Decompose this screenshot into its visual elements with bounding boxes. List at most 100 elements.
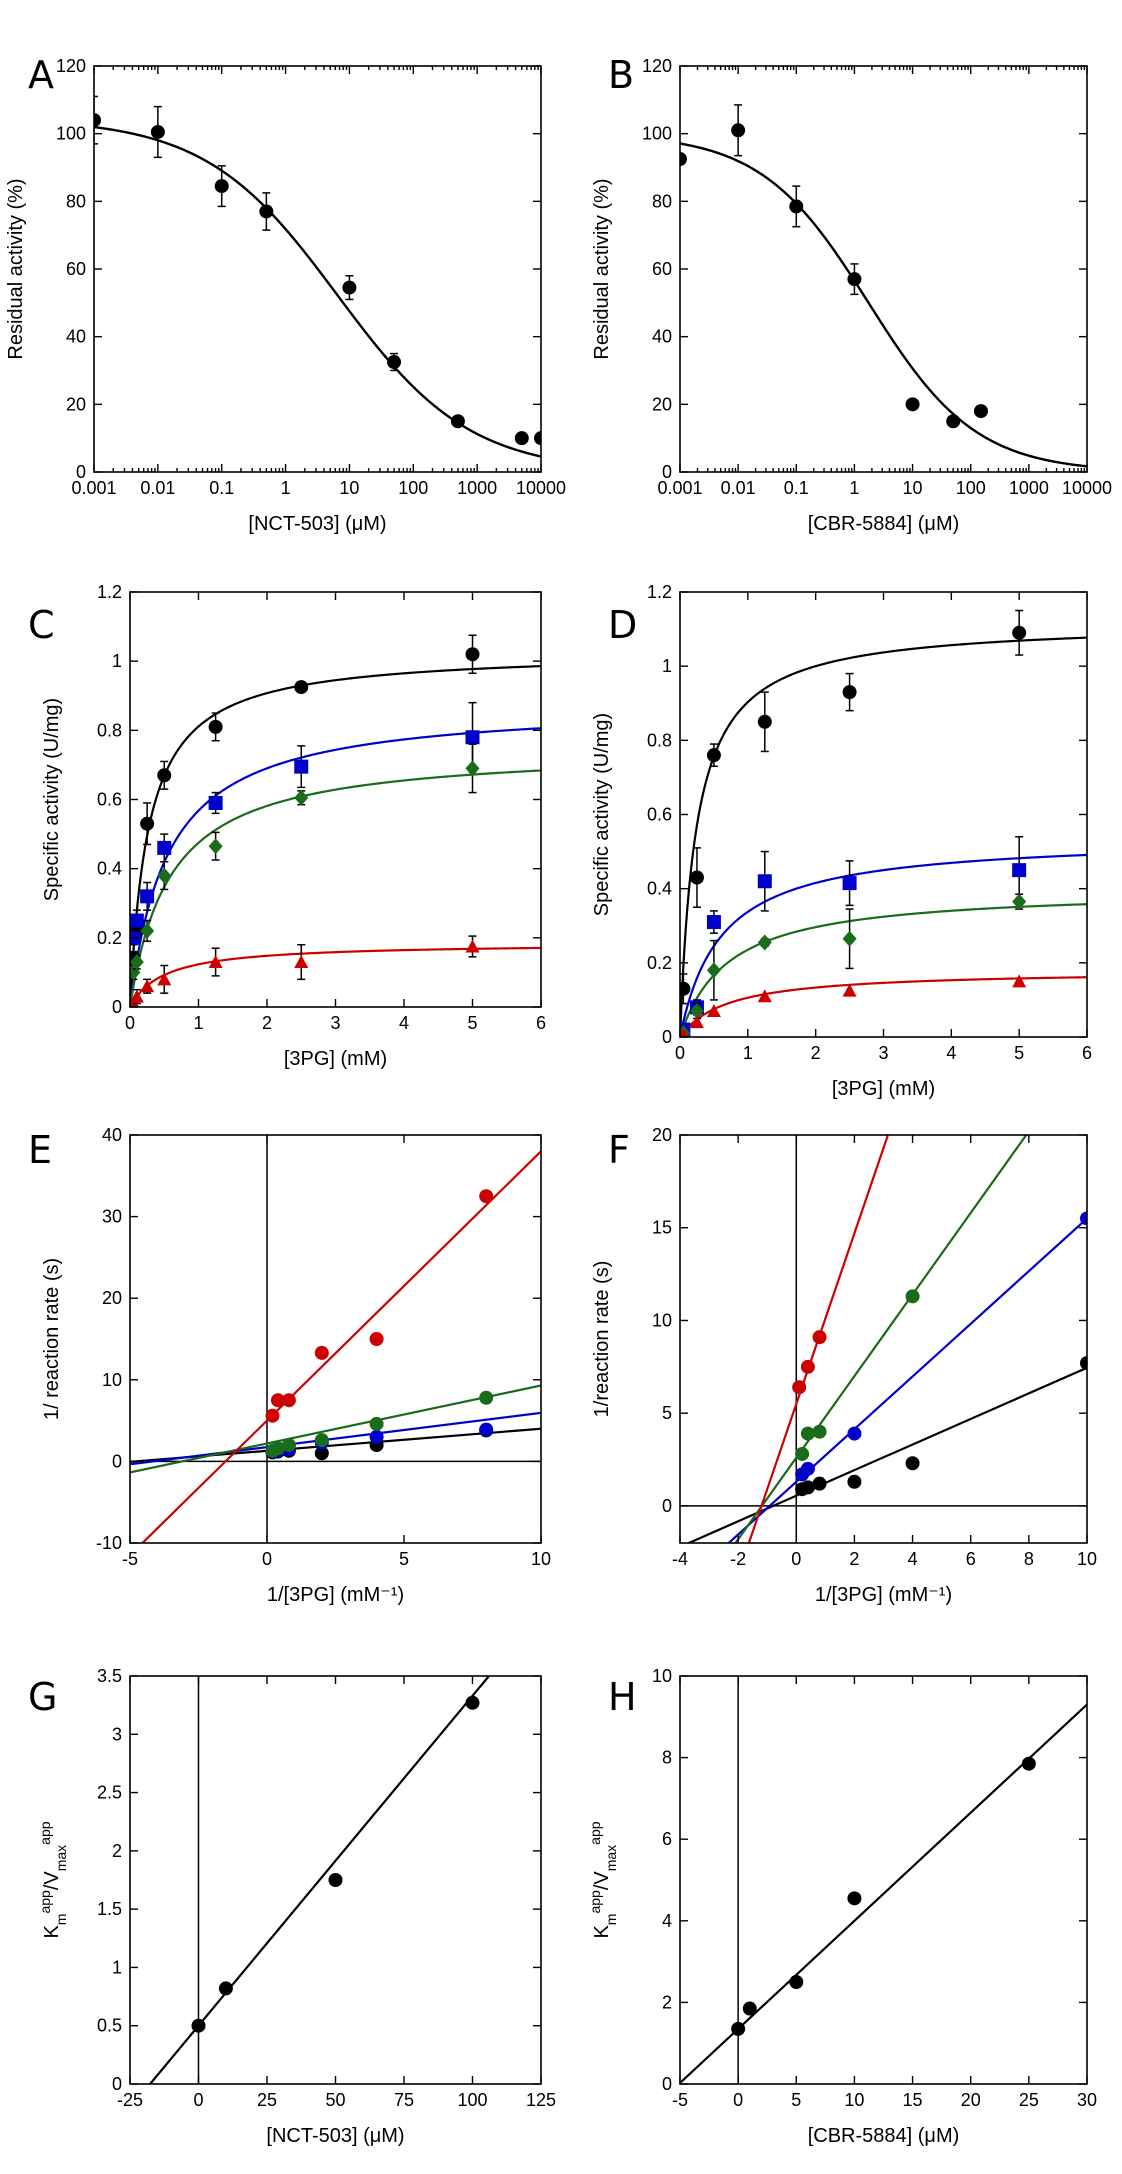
data-point-black xyxy=(689,870,704,885)
x-tick-label: -2 xyxy=(730,1549,746,1569)
x-tick-label: 0 xyxy=(675,1043,685,1063)
x-tick-label: 100 xyxy=(457,2090,487,2110)
x-axis-title: [NCT-503] (μM) xyxy=(248,513,386,535)
data-point-data xyxy=(789,199,804,214)
x-tick-label: 2 xyxy=(811,1043,821,1063)
data-point-black xyxy=(294,680,309,695)
x-tick-label: 50 xyxy=(325,2090,345,2110)
y-axis-title-sep: /V xyxy=(41,1871,63,1891)
y-axis-title-app1: app xyxy=(37,1890,53,1914)
x-tick-label: 10 xyxy=(1077,1549,1097,1569)
panel-b: B 0.001 0.01 0.1 1 10 100 1000 10000 0 20 40 60 80 100… xyxy=(591,53,1112,535)
plot-frame xyxy=(679,1675,1088,2085)
data-point-data xyxy=(847,1891,862,1906)
x-tick-label: 5 xyxy=(791,2090,801,2110)
y-axis-title-max: max xyxy=(53,1845,69,1871)
data-point-red xyxy=(800,1359,815,1374)
y-tick-label: 6 xyxy=(662,1829,672,1849)
panel-letter: D xyxy=(608,603,637,647)
y-tick-label: 0 xyxy=(112,2074,122,2094)
y-tick-label: 60 xyxy=(66,259,86,279)
y-axis-title-app2: app xyxy=(37,1821,53,1845)
data-point-blue xyxy=(800,1461,815,1476)
data-point-blue xyxy=(208,795,223,810)
data-point-black xyxy=(314,1446,329,1461)
data-point-green xyxy=(795,1446,810,1461)
data-point-blue xyxy=(1080,1211,1087,1226)
data-point-data xyxy=(731,123,746,138)
data-point-data xyxy=(150,124,165,139)
x-axis-title: [3PG] (mM) xyxy=(832,1078,935,1100)
x-tick-label: 0 xyxy=(125,1013,135,1033)
panel-g: G-25 0 25 50 75 100 12500.511.522.533.5[NCT-50… xyxy=(28,1666,556,2147)
y-tick-label: 60 xyxy=(652,259,672,279)
data-point-red xyxy=(208,955,223,969)
panel-d: D 0 1 2 3 4 5 6 0 0.2 0.4 0.6 0.8 1 1.2 [3PG] (mM) Speci… xyxy=(591,582,1092,1100)
x-tick-label: 10000 xyxy=(516,478,566,498)
panel-a: A 0.001 0.01 0.1 1 10 100 1000 10000 0 20 40 60 80 100… xyxy=(5,53,566,535)
panel-letter: G xyxy=(28,1675,57,1719)
x-axis-title: [CBR-5884] (μM) xyxy=(808,513,960,535)
x-tick-label: 75 xyxy=(394,2090,414,2110)
y-tick-label: 10 xyxy=(652,1310,672,1330)
y-tick-label: 120 xyxy=(642,56,672,76)
y-axis-title: 1/ reaction rate (s) xyxy=(41,1258,63,1420)
data-point-blue xyxy=(842,876,857,891)
data-point-data xyxy=(514,431,529,446)
fit-curve-red xyxy=(130,946,541,1007)
y-tick-label: 100 xyxy=(56,124,86,144)
plot-area xyxy=(680,609,1087,1037)
panel-letter: H xyxy=(608,1675,637,1719)
data-point-green xyxy=(130,964,141,981)
y-tick-label: 3.5 xyxy=(97,1666,122,1686)
data-point-green xyxy=(270,1441,285,1456)
data-point-green xyxy=(757,934,772,951)
y-tick-label: 0 xyxy=(662,462,672,482)
y-tick-label: 1 xyxy=(112,1957,122,1977)
y-axis-title: 1/reaction rate (s) xyxy=(591,1261,613,1418)
x-tick-label: 20 xyxy=(961,2090,981,2110)
y-tick-label: 8 xyxy=(662,1748,672,1768)
y-tick-label: 40 xyxy=(66,327,86,347)
y-tick-label: 40 xyxy=(652,327,672,347)
data-point-black xyxy=(680,981,691,996)
data-point-black xyxy=(800,1480,815,1495)
data-point-green xyxy=(689,1003,704,1020)
x-tick-label: 5 xyxy=(1014,1043,1024,1063)
x-tick-label: 1 xyxy=(743,1043,753,1063)
plot-frame xyxy=(679,1134,1088,1544)
y-tick-label: 80 xyxy=(66,191,86,211)
x-tick-label: 6 xyxy=(1082,1043,1092,1063)
plot-area xyxy=(130,1135,541,1543)
plot-area xyxy=(680,1676,1087,2084)
x-tick-label: 0.1 xyxy=(784,478,809,498)
x-tick-label: 1000 xyxy=(457,478,497,498)
x-tick-label: 4 xyxy=(399,1013,409,1033)
fit-curve-green xyxy=(130,769,541,1007)
x-axis-title: [CBR-5884] (μM) xyxy=(808,2125,960,2147)
data-point-black xyxy=(1012,625,1027,640)
data-point-data xyxy=(450,414,465,429)
data-point-green xyxy=(369,1416,384,1431)
data-point-red xyxy=(465,939,480,953)
y-tick-label: 20 xyxy=(652,394,672,414)
panel-c: C 0 1 2 3 4 5 6 0 0.2 0.4 0.6 0.8 1 1.2 [3PG] (mM) Speci… xyxy=(28,582,546,1070)
y-tick-label: 0.8 xyxy=(97,720,122,740)
data-point-green xyxy=(208,838,223,855)
y-tick-label: 1.2 xyxy=(647,582,672,602)
data-point-red xyxy=(792,1380,807,1395)
x-tick-label: 10 xyxy=(339,478,359,498)
plot-area xyxy=(148,1676,491,2084)
y-tick-label: 0.6 xyxy=(97,790,122,810)
data-point-black xyxy=(847,1474,862,1489)
data-point-red xyxy=(689,1015,704,1029)
data-point-black xyxy=(905,1456,920,1471)
y-axis-title: Specific activity (U/mg) xyxy=(41,698,63,901)
data-point-black xyxy=(757,714,772,729)
x-tick-label: 10000 xyxy=(1062,478,1112,498)
data-point-black xyxy=(465,647,480,662)
data-point-blue xyxy=(294,759,309,774)
panel-f: F -4 -2 0 2 4 6 8 10 0 5 10 15 20 1/[3PG] (mM⁻¹) 1/reac… xyxy=(591,1125,1097,1606)
fit-curve-green xyxy=(680,903,1087,1037)
